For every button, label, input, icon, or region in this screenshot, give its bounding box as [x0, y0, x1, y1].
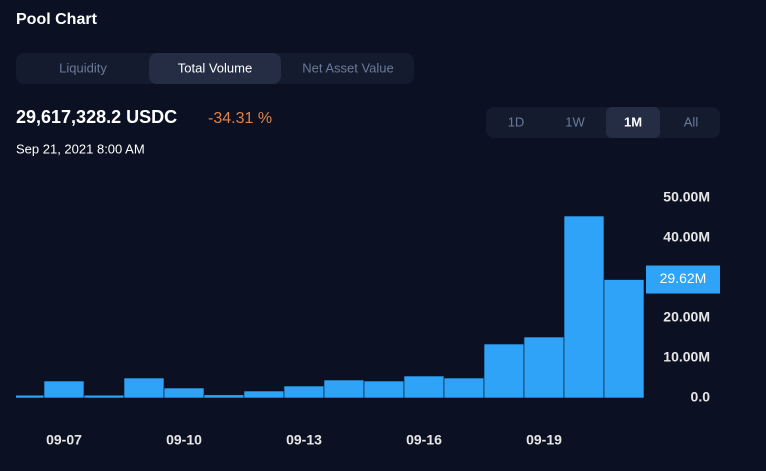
bar — [323, 379, 365, 399]
x-tick-label: 09-16 — [406, 432, 442, 448]
bar — [363, 380, 405, 399]
x-tick-label: 09-07 — [46, 432, 82, 448]
y-tick-label: 20.00M — [663, 309, 710, 325]
y-tick-label: 50.00M — [663, 189, 710, 205]
price-marker — [646, 265, 720, 294]
range-button[interactable]: 1W — [565, 114, 585, 129]
date: Sep 21, 2021 8:00 AM — [16, 141, 145, 156]
title: Pool Chart — [16, 11, 98, 28]
x-tick-label: 09-19 — [526, 432, 562, 448]
range-bar — [486, 107, 720, 138]
bar — [603, 279, 645, 399]
bar — [563, 215, 605, 399]
current-value: 29,617,328.2 USDC — [16, 107, 177, 127]
price-marker-label: 29.62M — [660, 270, 707, 286]
range-active — [606, 107, 660, 138]
bar — [203, 394, 245, 399]
plot-area — [16, 215, 645, 399]
bar — [403, 375, 445, 399]
tab[interactable]: Total Volume — [178, 60, 252, 75]
bar — [443, 377, 485, 399]
x-tick-label: 09-10 — [166, 432, 202, 448]
bar — [523, 336, 565, 399]
bar — [283, 385, 325, 399]
tab-active — [149, 53, 281, 84]
y-tick-label: 10.00M — [663, 349, 710, 365]
change: -34.31 % — [208, 110, 272, 127]
bar — [43, 380, 85, 399]
tab[interactable]: Liquidity — [59, 60, 107, 75]
bar — [163, 387, 205, 399]
y-tick-label: 40.00M — [663, 229, 710, 245]
bar — [243, 390, 285, 399]
bar — [483, 343, 525, 399]
range-button[interactable]: All — [684, 114, 699, 129]
range-button[interactable]: 1M — [624, 114, 642, 129]
y-tick-label: 0.0 — [691, 389, 711, 405]
bar — [83, 394, 125, 399]
bar — [123, 377, 165, 399]
range-button[interactable]: 1D — [508, 114, 525, 129]
x-tick-label: 09-13 — [286, 432, 322, 448]
tab[interactable]: Net Asset Value — [302, 60, 394, 75]
